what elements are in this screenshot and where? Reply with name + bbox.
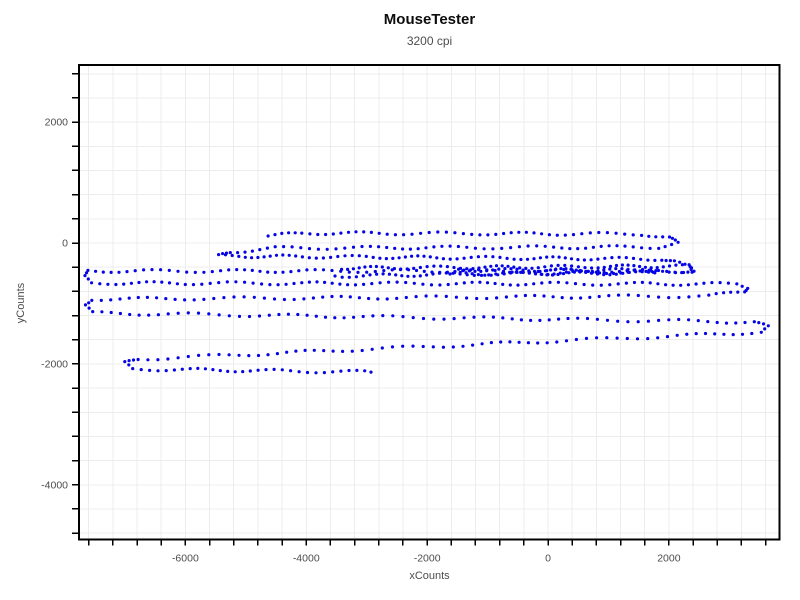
y-tick-labels: 2000 0 -2000 -4000 [41, 117, 68, 492]
axis-ticks [72, 73, 767, 546]
x-axis-title: xCounts [409, 570, 450, 582]
svg-text:0: 0 [545, 553, 551, 565]
chart-subtitle: 3200 cpi [406, 34, 453, 48]
svg-text:-4000: -4000 [41, 479, 68, 491]
plot-border [78, 64, 781, 541]
gridlines [79, 65, 780, 540]
svg-text:2000: 2000 [657, 553, 681, 565]
chart-title: MouseTester [383, 11, 476, 28]
svg-text:-4000: -4000 [293, 553, 320, 565]
svg-text:2000: 2000 [45, 117, 69, 129]
scatter-points [83, 230, 770, 375]
svg-text:-2000: -2000 [414, 553, 441, 565]
svg-text:-2000: -2000 [41, 358, 68, 370]
x-tick-labels: -6000 -4000 -2000 0 2000 [172, 553, 681, 565]
y-axis-title: yCounts [15, 282, 27, 324]
svg-text:0: 0 [62, 238, 68, 250]
svg-text:-6000: -6000 [172, 553, 199, 565]
